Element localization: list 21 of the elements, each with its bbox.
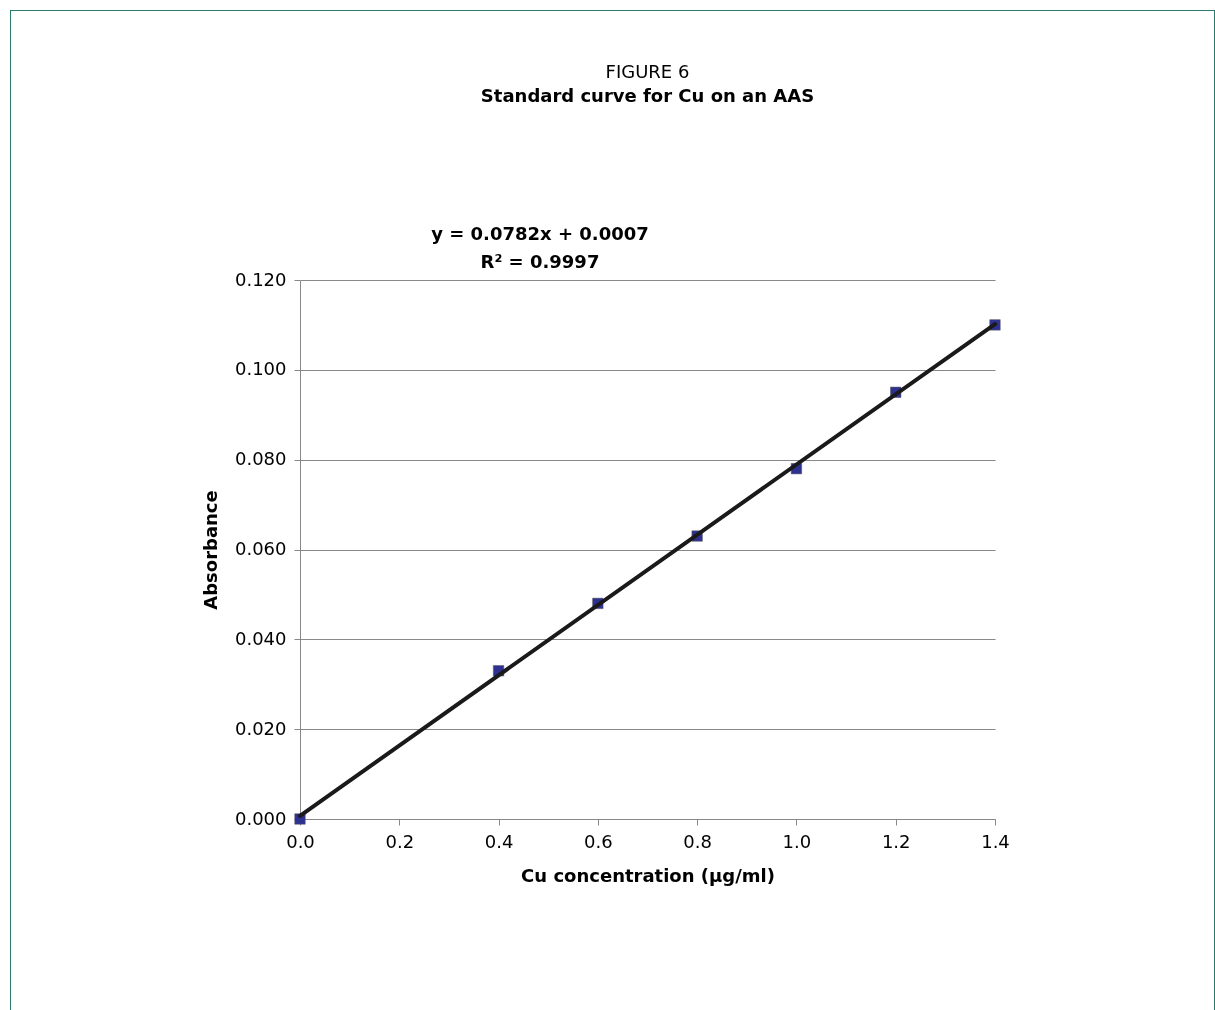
x-axis-title: Cu concentration (µg/ml) [521,864,775,886]
chart-title: FIGURE 6 [605,61,690,82]
x-tick-label: 0.2 [385,830,415,852]
text: y = 0.0782x + 0.0007 [431,223,649,244]
y-tick-label: 0.060 [234,538,287,559]
text: R² = 0.9997 [480,251,600,272]
x-tick-label: 1.0 [782,830,812,852]
x-tick-label: 0.4 [484,830,514,852]
y-tick-label: 0.120 [234,268,287,290]
y-axis-title: Absorbance [199,490,221,610]
y-tick-label: 0.080 [234,448,287,470]
y-tick-label: 0.040 [234,627,287,649]
x-tick-label: 0.6 [584,830,613,852]
y-tick-label: 0.020 [234,717,287,739]
chart-subtitle: Standard curve for Cu on an AAS [480,85,815,106]
y-tick-label: 0.100 [234,358,287,380]
x-tick-label: 1.2 [881,830,911,852]
y-tick-label: 0.000 [234,807,287,829]
x-tick-label: 0.8 [683,830,712,852]
x-tick-label: 1.4 [981,830,1010,852]
x-tick-label: 0.0 [286,830,315,852]
